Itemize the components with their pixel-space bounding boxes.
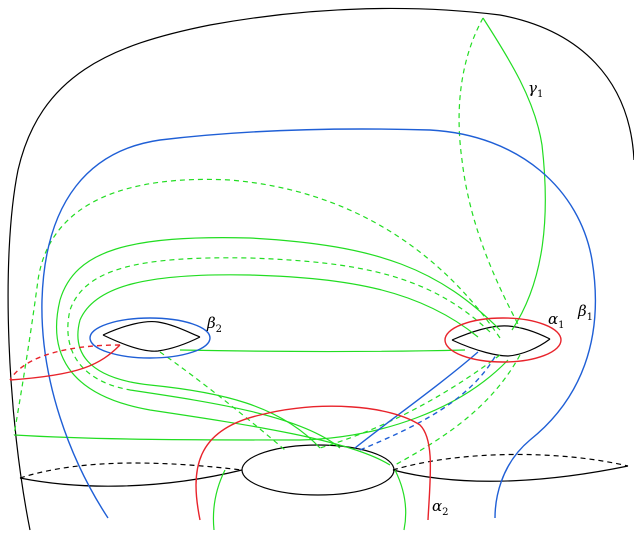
green-loop-3-bottom bbox=[129, 389, 341, 449]
green-outer-loop-dashed bbox=[13, 178, 501, 436]
beta1-label: β1 bbox=[577, 302, 593, 323]
green-loop-2-bottom bbox=[56, 299, 391, 466]
beta2-label: β2 bbox=[206, 314, 222, 335]
alpha2-curve bbox=[195, 405, 432, 521]
green-dashed-left-to-bottom bbox=[159, 351, 286, 451]
gamma1-dashed bbox=[458, 17, 521, 329]
beta2-loop bbox=[89, 317, 211, 359]
red-left-solid bbox=[9, 344, 121, 381]
gamma1-label: γ1 bbox=[528, 79, 543, 100]
green-dashed-right-to-bottom-2 bbox=[319, 354, 501, 449]
bottom-cut-front-right bbox=[392, 465, 629, 482]
gamma1-curve bbox=[482, 17, 546, 331]
green-leg-left bbox=[212, 469, 226, 531]
alpha1-loop bbox=[444, 317, 562, 363]
green-loop-3-dashed bbox=[67, 257, 491, 391]
blue-dashed-to-right-hole bbox=[359, 354, 497, 451]
bottom-cut-back-left bbox=[19, 462, 243, 479]
green-loop-4-top bbox=[77, 274, 479, 386]
right-hole-upper bbox=[451, 325, 551, 341]
green-outer-loop-bottom bbox=[13, 359, 509, 441]
green-loop-2-top bbox=[59, 237, 501, 331]
bottom-cut-back-right bbox=[392, 453, 629, 471]
green-loop-4-bottom bbox=[149, 384, 321, 449]
alpha2-label: α2 bbox=[432, 497, 449, 518]
green-leg-right bbox=[394, 469, 407, 531]
bottom-cut-front-left bbox=[19, 469, 243, 487]
bottom-boundary-hole bbox=[241, 444, 395, 496]
left-hole-upper bbox=[102, 320, 201, 338]
beta1-curve bbox=[41, 128, 597, 519]
red-left-dashed bbox=[9, 344, 121, 381]
green-connector-line bbox=[179, 349, 466, 353]
green-dashed-right-to-bottom bbox=[394, 354, 521, 466]
blue-line-to-right-hole bbox=[354, 351, 479, 449]
alpha1-label: α1 bbox=[548, 310, 565, 331]
right-hole-lower bbox=[451, 338, 551, 357]
left-hole-lower bbox=[102, 334, 201, 352]
surface-outline bbox=[7, 7, 634, 531]
